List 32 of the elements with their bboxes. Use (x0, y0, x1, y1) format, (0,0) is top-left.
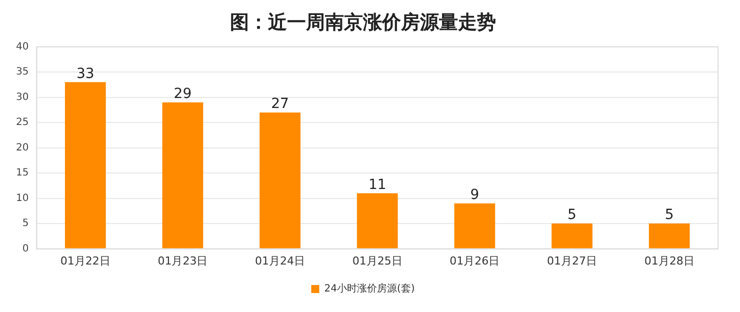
y-tick-label: 15 (16, 168, 29, 179)
data-label: 11 (368, 176, 386, 193)
y-tick-label: 25 (16, 117, 29, 128)
data-label: 33 (76, 66, 94, 82)
bar (64, 82, 106, 248)
data-label: 5 (664, 207, 674, 224)
bar (454, 203, 496, 248)
legend-label: 24小时涨价房源(套) (324, 282, 415, 295)
data-label: 5 (568, 207, 576, 224)
bar (356, 193, 398, 248)
x-tick-label: 01月22日 (60, 254, 110, 268)
x-tick-label: 01月25日 (352, 254, 402, 268)
y-tick-label: 20 (16, 142, 29, 154)
chart-title: 图：近一周南京涨价房源量走势 (230, 11, 496, 34)
y-tick-label: 10 (16, 192, 29, 204)
bar (552, 224, 592, 248)
x-tick-label: 01月24日 (255, 254, 306, 268)
bar (162, 102, 204, 248)
data-label: 9 (470, 186, 480, 203)
x-tick-label: 01月26日 (450, 254, 500, 268)
y-tick-label: 40 (16, 41, 29, 52)
y-tick-label: 5 (22, 218, 29, 230)
y-tick-label: 0 (22, 243, 29, 254)
bar (648, 224, 690, 248)
bar (260, 112, 300, 248)
data-label: 27 (271, 96, 289, 112)
x-tick-label: 01月28日 (644, 254, 694, 268)
y-tick-label: 35 (16, 66, 29, 78)
data-label: 29 (174, 86, 192, 102)
x-tick-label: 01月23日 (158, 254, 208, 268)
y-tick-label: 30 (16, 92, 29, 103)
x-tick-label: 01月27日 (547, 254, 598, 268)
